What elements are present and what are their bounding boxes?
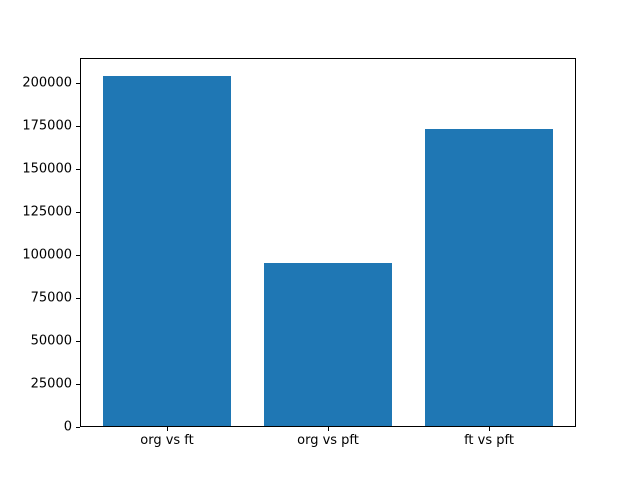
- y-tick-label: 0: [63, 419, 72, 435]
- y-tick-label: 25000: [30, 376, 72, 392]
- x-tick-mark: [327, 427, 329, 431]
- bar-org-vs-pft: [263, 262, 393, 427]
- x-tick-label: org vs ft: [140, 433, 194, 448]
- y-tick-mark: [76, 125, 80, 127]
- axes: 0 25000 50000 75000 100000 125000 150000 175000…: [22, 58, 576, 447]
- y-tick-mark: [76, 426, 80, 428]
- y-tick-mark: [76, 82, 80, 84]
- y-tick-label: 50000: [30, 333, 72, 349]
- y-tick-label: 100000: [22, 247, 72, 263]
- x-tick-label: ft vs pft: [464, 433, 514, 448]
- y-tick-label: 125000: [22, 204, 72, 220]
- y-tick-mark: [76, 254, 80, 256]
- y-tick-mark: [76, 297, 80, 299]
- x-tick-mark: [488, 427, 490, 431]
- y-tick-mark: [76, 211, 80, 213]
- y-tick-label: 175000: [22, 118, 72, 134]
- x-tick-label: org vs pft: [297, 433, 359, 448]
- y-tick-mark: [76, 340, 80, 342]
- x-tick-mark: [166, 427, 168, 431]
- y-tick-label: 200000: [22, 75, 72, 91]
- y-tick-mark: [76, 383, 80, 385]
- y-tick-label: 150000: [22, 161, 72, 177]
- bar-org-vs-ft: [102, 75, 232, 427]
- y-tick-label: 75000: [30, 290, 72, 306]
- y-tick-mark: [76, 168, 80, 170]
- bar-ft-vs-pft: [424, 128, 554, 427]
